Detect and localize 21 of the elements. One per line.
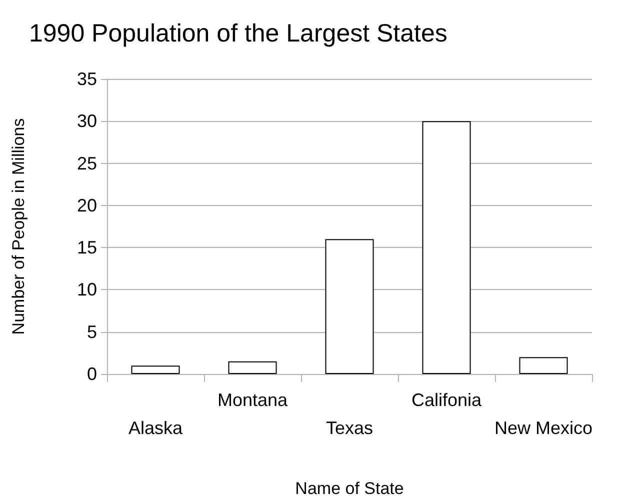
bar (131, 366, 180, 374)
y-tick-label: 20 (76, 195, 97, 216)
x-tick-label: Califonia (411, 390, 483, 410)
bar (422, 121, 471, 374)
x-tick-label: New Mexico (494, 418, 593, 438)
x-axis-title: Name of State (295, 479, 404, 498)
y-tick-label: 0 (86, 364, 97, 384)
y-tick-label: 15 (76, 238, 97, 258)
y-axis-title: Number of People in Millions (9, 118, 28, 335)
bar (228, 361, 277, 374)
bar (519, 357, 568, 374)
y-tick-label: 25 (76, 153, 97, 174)
y-tick-label: 5 (86, 322, 97, 342)
y-tick-label: 10 (76, 280, 97, 300)
chart-title: 1990 Population of the Largest States (29, 20, 448, 48)
y-tick-label: 35 (76, 69, 97, 89)
x-tick-label: Alaska (128, 418, 184, 438)
y-tick-label: 30 (76, 111, 97, 132)
bar (325, 239, 374, 374)
x-tick-label: Texas (326, 418, 374, 438)
x-tick-label: Montana (217, 390, 289, 410)
